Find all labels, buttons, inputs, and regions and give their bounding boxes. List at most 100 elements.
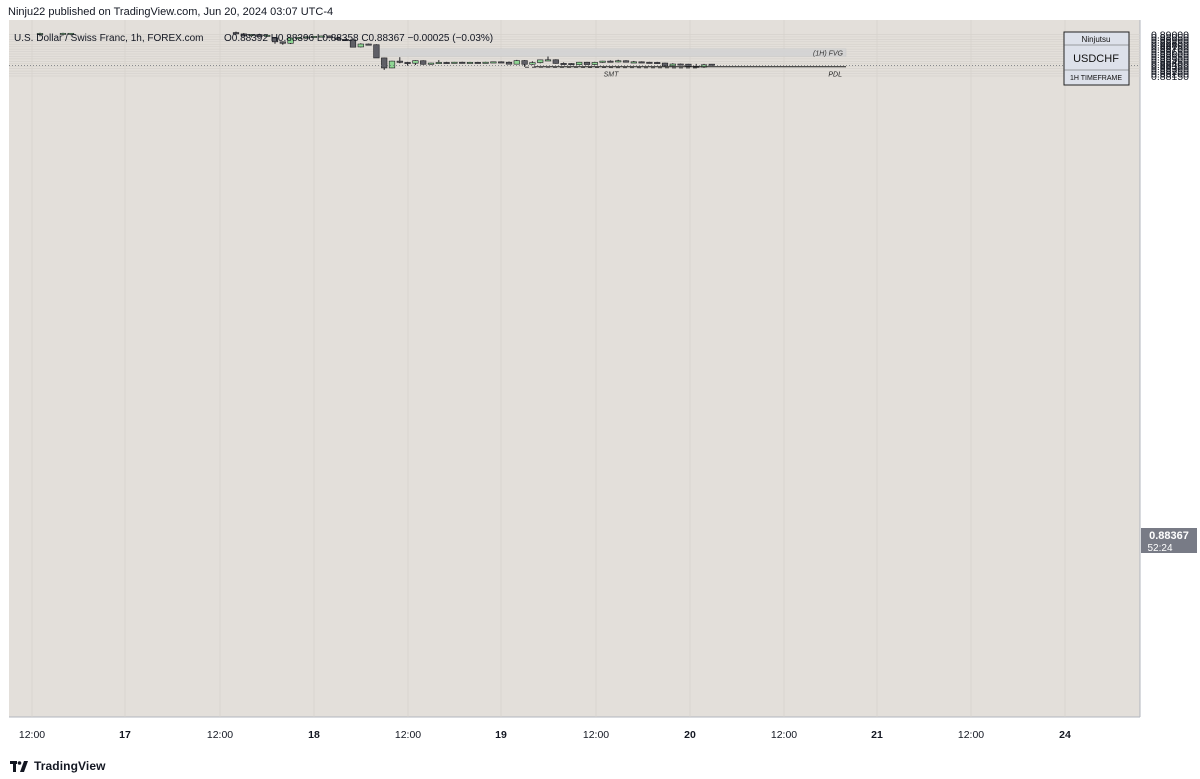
price-tick-label: 0.88400 — [1151, 59, 1189, 71]
candle-body — [310, 36, 318, 38]
time-tick-label: 12:00 — [958, 729, 984, 741]
candle-body — [599, 60, 606, 63]
candle-body — [583, 61, 591, 65]
candle — [232, 31, 240, 35]
smt-line-group[interactable]: SMT — [524, 66, 698, 79]
smt-line[interactable] — [524, 66, 698, 69]
candle — [490, 61, 497, 64]
time-tick-label: 12:00 — [207, 729, 233, 741]
candle-body — [677, 63, 684, 66]
badge-symbol: USDCHF — [1073, 53, 1119, 65]
tradingview-logo-icon — [10, 760, 28, 772]
price-axis[interactable]: 0.890000.889500.889000.888500.888000.887… — [1151, 30, 1189, 83]
time-tick-label: 18 — [308, 729, 320, 741]
candle-body — [334, 37, 341, 40]
time-tick-label: 19 — [495, 729, 507, 741]
time-tick-label: 12:00 — [583, 729, 609, 741]
candle-body — [482, 61, 489, 64]
symbol-badge[interactable]: Ninjutsu USDCHF 1H TIMEFRAME — [1063, 31, 1130, 86]
candle — [279, 41, 286, 45]
chart-background — [9, 20, 1140, 717]
candle-body — [349, 39, 357, 48]
candle-body — [264, 34, 271, 37]
smt-label: SMT — [604, 72, 620, 79]
candle — [560, 62, 567, 65]
fvg-label: (1H) FVG — [813, 51, 844, 58]
fvg-zone[interactable]: (1H) FVG — [374, 48, 847, 58]
candle — [295, 37, 302, 40]
legend-symbol: U.S. Dollar / Swiss Franc, 1h, FOREX.com — [14, 33, 204, 44]
legend: U.S. Dollar / Swiss Franc, 1h, FOREX.com… — [14, 33, 493, 44]
candle — [256, 33, 263, 37]
price-tick-label: 0.88850 — [1151, 37, 1189, 49]
candle-body — [459, 61, 466, 64]
candle-body — [443, 62, 450, 64]
candle-body — [622, 60, 630, 63]
footer: TradingView — [10, 757, 106, 775]
candle — [552, 59, 559, 64]
candle-body — [404, 62, 411, 64]
candle-body — [412, 60, 419, 64]
candle — [404, 61, 411, 66]
badge-author: Ninjutsu — [1082, 35, 1111, 44]
time-tick-label: 21 — [871, 729, 883, 741]
candle — [381, 57, 388, 70]
price-tick-label: 0.88900 — [1151, 34, 1189, 46]
candle-body — [326, 35, 333, 39]
candle — [435, 60, 442, 64]
candle-body — [420, 60, 427, 65]
candle — [318, 35, 325, 38]
candle — [482, 61, 489, 64]
candle-body — [576, 61, 583, 65]
legend-ohlc: O0.88392 H0.88396 L0.88358 C0.88367 −0.0… — [224, 33, 493, 44]
candle — [654, 61, 661, 65]
candle — [310, 36, 318, 38]
price-tick-label: 0.88350 — [1151, 61, 1189, 73]
price-tick-label: 0.88150 — [1151, 71, 1189, 83]
price-tick-label: 0.88450 — [1151, 56, 1189, 68]
candle — [248, 34, 255, 38]
candle-body — [318, 35, 325, 38]
candle — [459, 61, 466, 64]
candle — [521, 60, 528, 67]
candle — [700, 63, 708, 68]
candle-body — [552, 59, 559, 64]
candle — [607, 60, 614, 63]
candle-body — [490, 61, 497, 64]
candle — [677, 63, 684, 66]
pdl-line-group[interactable]: PDL — [534, 66, 846, 79]
candle-body — [505, 61, 513, 65]
candle — [537, 59, 544, 64]
price-tick-label: 0.88200 — [1151, 69, 1189, 81]
price-tick-label: 0.89000 — [1151, 30, 1189, 42]
price-tick-label: 0.88600 — [1151, 49, 1189, 61]
candle-body — [67, 32, 75, 35]
price-tick-label: 0.88500 — [1151, 54, 1189, 66]
candle — [638, 61, 645, 64]
time-tick-label: 12:00 — [771, 729, 797, 741]
candle-body — [646, 61, 653, 64]
fvg-rect[interactable] — [374, 48, 847, 57]
candle — [576, 61, 583, 65]
candle-body — [287, 37, 294, 44]
candle — [513, 59, 520, 65]
candle-body — [357, 43, 364, 48]
candle-body — [381, 57, 388, 69]
candle — [271, 37, 279, 44]
candle-body — [607, 60, 614, 63]
candle-body — [279, 41, 286, 44]
time-axis[interactable]: 12:00 17 12:00 18 12:00 19 12:00 20 12:00 21 12:00… — [19, 729, 1071, 741]
candle-body — [474, 62, 481, 64]
candle-body — [560, 63, 567, 65]
candle — [67, 32, 75, 36]
time-tick-label: 17 — [119, 729, 131, 741]
candle — [630, 60, 637, 64]
candle-body — [521, 60, 528, 65]
candle-body — [36, 33, 44, 35]
candle — [349, 39, 357, 48]
candle — [568, 63, 575, 66]
candle — [396, 57, 403, 64]
candle-body — [544, 59, 552, 62]
candle-body — [669, 63, 676, 67]
